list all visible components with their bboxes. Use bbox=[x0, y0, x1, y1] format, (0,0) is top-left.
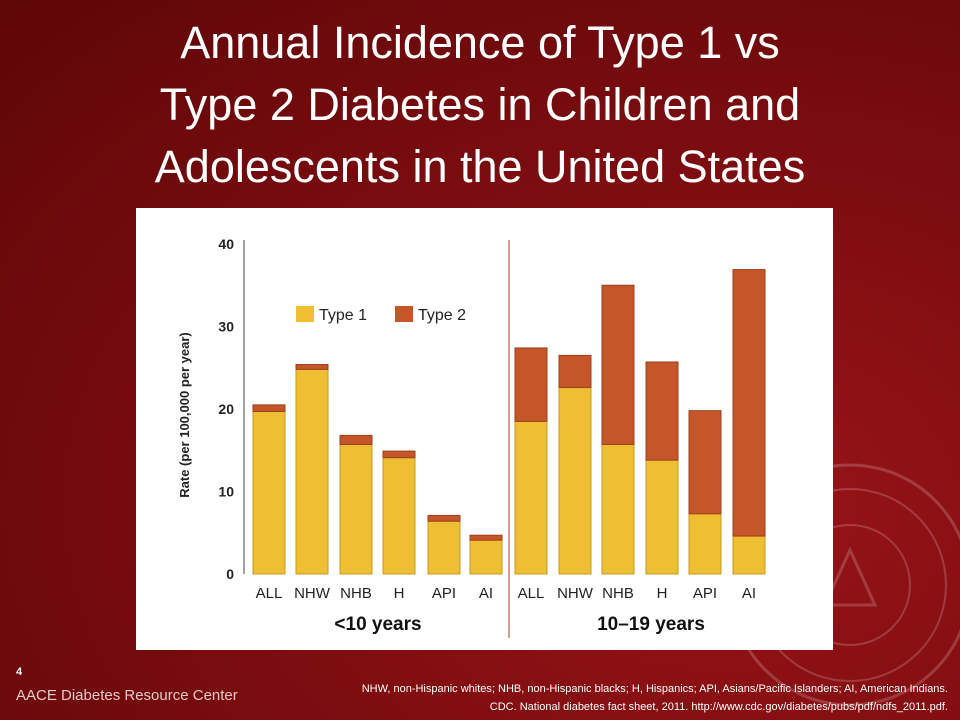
bar-type2 bbox=[645, 361, 679, 461]
y-tick-label: 10 bbox=[218, 484, 234, 500]
bar-type1 bbox=[339, 443, 373, 575]
x-tick-label: AI bbox=[742, 585, 756, 602]
bar-type1 bbox=[601, 443, 635, 575]
bar-type2 bbox=[252, 404, 286, 412]
group-label-under-10: <10 years bbox=[334, 614, 421, 635]
bar-type2 bbox=[601, 284, 635, 445]
x-tick-label: API bbox=[432, 585, 456, 602]
footnote: NHW, non-Hispanic whites; NHB, non-Hispa… bbox=[228, 680, 948, 716]
bar-type1 bbox=[295, 368, 329, 575]
x-tick-label: ALL bbox=[256, 585, 283, 602]
legend: Type 1 Type 2 bbox=[296, 306, 466, 324]
footer-brand: AACE Diabetes Resource Center bbox=[16, 687, 238, 704]
legend-label: Type 1 bbox=[319, 307, 367, 324]
x-tick-label: H bbox=[657, 585, 668, 602]
bar-type1 bbox=[382, 457, 416, 575]
title-line-2: Type 2 Diabetes in Children and bbox=[159, 79, 801, 130]
chart-panel: 0 10 20 30 40 ALL NHW NHB H API AI ALL NHW NHB H API AI… bbox=[136, 208, 833, 650]
title-line-1: Annual Incidence of Type 1 vs bbox=[180, 17, 780, 68]
incidence-chart: 0 10 20 30 40 ALL NHW NHB H API AI ALL NHW NHB H API AI… bbox=[177, 236, 766, 638]
x-tick-label: NHB bbox=[340, 585, 372, 602]
slide-title: Annual Incidence of Type 1 vs Type 2 Dia… bbox=[40, 12, 920, 198]
bar-type1 bbox=[514, 420, 548, 575]
legend-swatch bbox=[296, 306, 314, 322]
x-tick-label: AI bbox=[479, 585, 493, 602]
x-tick-label: NHW bbox=[294, 585, 331, 602]
bar-type2 bbox=[295, 363, 329, 370]
y-tick-label: 0 bbox=[226, 566, 234, 582]
bar-type1 bbox=[732, 535, 766, 575]
y-axis-label: Rate (per 100,000 per year) bbox=[177, 332, 192, 497]
bar-type1 bbox=[558, 387, 592, 575]
title-line-3: Adolescents in the United States bbox=[154, 141, 806, 192]
y-tick-label: 40 bbox=[218, 236, 234, 252]
footnote-citation: CDC. National diabetes fact sheet, 2011.… bbox=[489, 701, 948, 713]
bar-type2 bbox=[382, 450, 416, 459]
footnote-abbreviations: NHW, non-Hispanic whites; NHB, non-Hispa… bbox=[361, 683, 948, 695]
y-tick-label: 30 bbox=[218, 319, 234, 335]
bar-type1 bbox=[252, 410, 286, 575]
bars bbox=[252, 269, 766, 575]
legend-label: Type 2 bbox=[418, 307, 466, 324]
x-tick-labels: ALL NHW NHB H API AI ALL NHW NHB H API AI bbox=[256, 585, 756, 602]
group-label-10-19: 10–19 years bbox=[597, 614, 705, 635]
bar-type2 bbox=[469, 534, 503, 541]
bar-type2 bbox=[427, 514, 461, 522]
x-tick-label: NHB bbox=[602, 585, 634, 602]
slide-number: 4 bbox=[16, 666, 23, 678]
x-tick-label: ALL bbox=[518, 585, 545, 602]
bar-type2 bbox=[339, 434, 373, 445]
bar-type2 bbox=[732, 269, 766, 537]
x-tick-label: API bbox=[693, 585, 717, 602]
bar-type2 bbox=[558, 354, 592, 389]
bar-type2 bbox=[688, 410, 722, 515]
y-axis: 0 10 20 30 40 bbox=[218, 236, 510, 638]
legend-swatch bbox=[395, 306, 413, 322]
y-tick-label: 20 bbox=[218, 401, 234, 417]
bar-type2 bbox=[514, 347, 548, 422]
bar-type1 bbox=[645, 459, 679, 575]
bar-type1 bbox=[469, 539, 503, 575]
x-tick-label: H bbox=[394, 585, 405, 602]
x-tick-label: NHW bbox=[557, 585, 594, 602]
bar-type1 bbox=[427, 520, 461, 575]
bar-type1 bbox=[688, 513, 722, 575]
